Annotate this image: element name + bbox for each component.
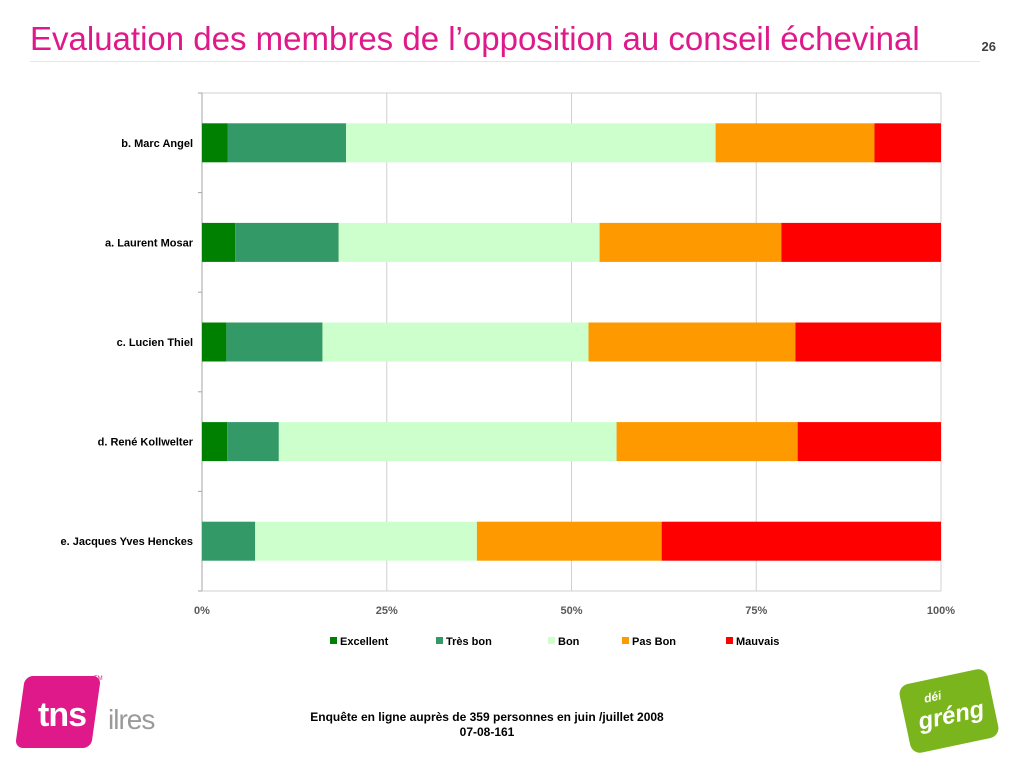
page-number: 26 [981, 39, 996, 54]
bar-segment [202, 222, 236, 262]
legend-swatch [726, 637, 733, 644]
x-tick-label: 100% [927, 605, 955, 617]
legend-label: Mauvais [736, 636, 779, 648]
x-tick-label: 50% [560, 605, 582, 617]
slide-title: Evaluation des membres de l’opposition a… [30, 20, 920, 57]
bar-segment [227, 422, 279, 462]
category-label: e. Jacques Yves Henckes [60, 536, 193, 548]
legend-label: Excellent [340, 636, 389, 648]
legend-label: Pas Bon [632, 636, 676, 648]
legend-swatch [330, 637, 337, 644]
x-tick-label: 0% [194, 605, 210, 617]
dei-greng-logo: déi gréng [897, 667, 1004, 755]
category-label: d. René Kollwelter [98, 437, 194, 449]
bar-segment [338, 222, 600, 262]
bar-segment [599, 222, 782, 262]
bar-segment [202, 422, 228, 462]
bar-segment [795, 322, 941, 362]
bar-segment [588, 322, 796, 362]
bar-segment [202, 322, 227, 362]
tns-trademark: TM [94, 676, 103, 682]
bar-segment [661, 521, 941, 561]
category-label: a. Laurent Mosar [105, 237, 194, 249]
bar-segment [227, 123, 347, 163]
tns-logo-text: tns [38, 696, 87, 734]
category-label: c. Lucien Thiel [117, 337, 193, 349]
bar-segment [235, 222, 339, 262]
bar-segment [322, 322, 589, 362]
legend-swatch [548, 637, 555, 644]
bar-segment [278, 422, 617, 462]
bar-segment [346, 123, 716, 163]
legend-label: Très bon [446, 636, 492, 648]
bar-segment [476, 521, 662, 561]
bar-segment [226, 322, 323, 362]
ilres-logo-text: ilres [108, 704, 155, 735]
bar-segment [874, 123, 941, 163]
bar-segment [715, 123, 875, 163]
legend-swatch [436, 637, 443, 644]
legend-label: Bon [558, 636, 580, 648]
x-tick-label: 75% [745, 605, 767, 617]
bar-segment [202, 521, 256, 561]
bar-segment [616, 422, 798, 462]
survey-footnote-line1: Enquête en ligne auprès de 359 personnes… [310, 710, 664, 724]
survey-footnote-line2: 07-08-161 [459, 725, 515, 739]
x-tick-label: 25% [376, 605, 398, 617]
legend-swatch [622, 637, 629, 644]
bar-segment [202, 123, 228, 163]
bar-segment [797, 422, 941, 462]
tns-ilres-logo: tns TM ilres [14, 674, 155, 754]
title-divider [30, 61, 980, 62]
category-label: b. Marc Angel [121, 138, 193, 150]
survey-footnote: Enquête en ligne auprès de 359 personnes… [262, 710, 712, 740]
bar-segment [781, 222, 941, 262]
bar-segment [255, 521, 477, 561]
